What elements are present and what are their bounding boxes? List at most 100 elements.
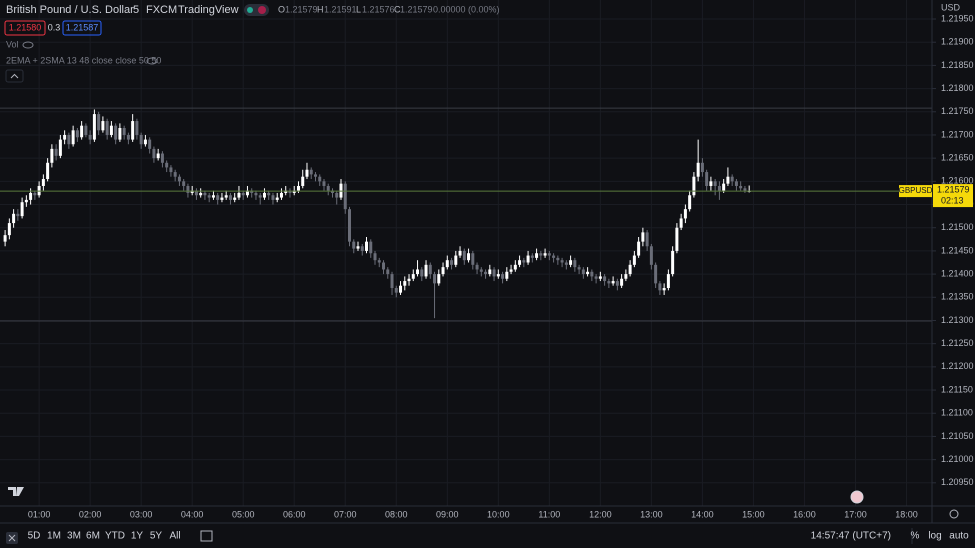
y-tick-label: 1.21650 [941,153,974,163]
ohlc-label: C [394,4,401,14]
candle-body [462,250,466,261]
candle-body [662,288,666,291]
collapse-button[interactable] [5,69,24,83]
candle-body [301,176,305,186]
y-tick-label: 1.21050 [941,431,974,441]
tv-logo[interactable] [8,487,24,496]
candle-body [692,176,696,196]
axis-option[interactable]: % [911,531,920,542]
candle-body [726,176,730,184]
range-button[interactable]: 5Y [150,531,163,542]
currency[interactable]: USD [941,2,961,12]
candle-body [373,253,377,261]
candle-body [360,246,364,251]
candle-body [182,181,186,186]
candle-body [58,139,62,156]
candle-body [186,185,190,193]
candle-body [322,181,326,186]
axis-option[interactable]: log [928,531,941,542]
candle-body [165,162,169,168]
y-tick-label: 1.21450 [941,245,974,255]
indicator-label[interactable]: Vol [6,39,19,49]
status-dot [258,6,266,14]
candle-body [29,192,33,200]
candle-body [258,195,262,198]
range-button[interactable]: 6M [86,531,100,542]
candle-body [700,162,704,173]
range-button[interactable]: 1Y [131,531,144,542]
candle-body [211,195,215,198]
eye-icon[interactable] [22,41,34,49]
candle-body [666,274,670,289]
candle-body [734,181,738,186]
range-button[interactable]: All [169,531,180,542]
candle-body [547,253,551,256]
candle-body [620,278,624,286]
candle-body [598,276,602,279]
symbol-label-box [899,185,932,198]
candle-body [271,195,275,200]
y-tick-label: 1.21000 [941,454,974,464]
candle-body [645,232,649,247]
calendar-icon[interactable] [200,530,213,542]
candle-body [743,188,747,191]
candle-body [46,162,50,180]
candle-body [190,190,194,193]
candle-body [552,255,556,258]
candle-body [224,195,228,198]
candle-body [492,269,496,277]
y-tick-label: 1.21750 [941,106,974,116]
candle-body [607,281,611,284]
ask-box[interactable] [62,20,102,36]
candle-body [343,183,347,210]
range-button[interactable]: YTD [105,531,125,542]
candle-body [143,139,147,145]
candle-body [581,269,585,275]
axis-option[interactable]: auto [949,531,969,542]
candle-body [543,253,547,256]
candle-body [501,274,505,279]
candle-body [513,264,517,270]
y-tick-label: 1.21500 [941,222,974,232]
range-button[interactable]: 1M [47,531,61,542]
candle-body [696,162,700,177]
y-tick-label: 1.21100 [941,408,973,418]
x-tick-label: 17:00 [844,509,867,519]
range-button[interactable]: 5D [28,531,41,542]
ohlc-value: 1.21579 [400,4,433,14]
candle-body [637,241,641,256]
price-label: 1.21579 [937,184,970,194]
candle-body [424,264,428,277]
candle-body [67,134,71,145]
x-tick-label: 18:00 [895,509,918,519]
candle-body [118,128,122,140]
candle-body [241,192,245,196]
interval[interactable]: 5 [133,4,139,16]
candle-body [63,134,67,140]
event-flag[interactable] [850,490,864,504]
candle-body [649,246,653,265]
candle-body [730,176,734,182]
indicator-label[interactable]: 2EMA + 2SMA 13 48 close close 50 50 [6,55,161,65]
eye-icon[interactable] [146,57,158,65]
candle-body [709,181,713,186]
grid [0,0,932,506]
range-button[interactable]: 3M [67,531,81,542]
settings-icon[interactable] [949,509,959,519]
candle-body [484,271,488,275]
symbol[interactable]: British Pound / U.S. Dollar [6,4,134,16]
candle-body [169,167,173,173]
bid-box[interactable] [4,20,46,36]
candle-body [458,250,462,256]
candle-body [3,235,7,242]
candle-body [675,227,679,251]
candle-body [114,125,118,140]
ohlc-value: 1.21579 [285,4,318,14]
x-tick-label: 02:00 [79,509,102,519]
y-tick-label: 1.21900 [941,37,974,47]
candle-body [313,174,317,177]
candle-body [382,262,386,270]
candle-body [399,285,403,293]
ohlc-label: O [278,4,285,14]
candle-body [194,190,198,196]
